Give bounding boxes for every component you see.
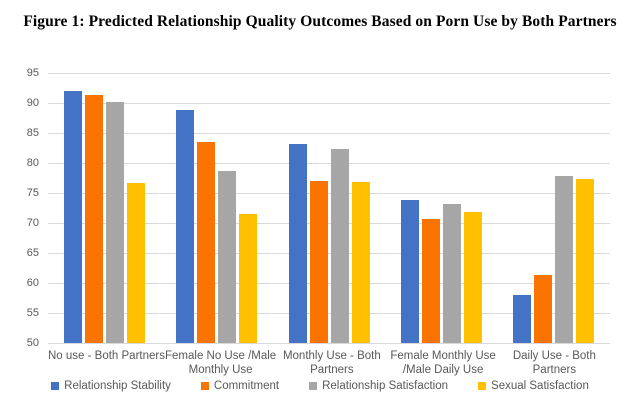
legend-label: Sexual Satisfaction bbox=[491, 380, 589, 392]
legend: Relationship Stability Commitment Relation… bbox=[0, 380, 640, 392]
legend-swatch-icon bbox=[51, 382, 60, 390]
x-tick-line: Female No Use /Male bbox=[165, 350, 277, 362]
legend-label: Relationship Stability bbox=[64, 380, 171, 392]
gridline-95 bbox=[48, 73, 610, 74]
y-axis: 50 55 60 65 70 75 80 85 90 95 bbox=[0, 67, 44, 349]
x-tick-label: Monthly Use - Both Partners bbox=[276, 349, 387, 377]
chart-title: Figure 1: Predicted Relationship Quality… bbox=[23, 13, 617, 30]
gridline-80 bbox=[48, 163, 610, 164]
x-tick-line: Partners bbox=[532, 364, 577, 376]
bar-group bbox=[160, 73, 272, 343]
x-tick-label: Female Monthly Use/Male Daily Use bbox=[387, 349, 498, 377]
x-tick-line: Monthly Use - Both bbox=[282, 350, 381, 362]
legend-swatch-icon bbox=[200, 382, 209, 390]
bar bbox=[351, 181, 370, 343]
gridline-55 bbox=[48, 313, 610, 314]
x-tick-line: No use - Both Partners bbox=[48, 350, 165, 362]
bar bbox=[421, 219, 440, 343]
bar bbox=[400, 199, 419, 343]
bar bbox=[63, 91, 82, 343]
gridline-85 bbox=[48, 133, 610, 134]
x-tick-label: No use - Both Partners bbox=[48, 349, 165, 377]
bar bbox=[534, 275, 553, 343]
bar-group bbox=[385, 73, 497, 343]
y-tick-label-75: 75 bbox=[26, 187, 39, 199]
y-tick-label-80: 80 bbox=[26, 157, 39, 169]
gridline-50 bbox=[48, 343, 610, 344]
y-tick-label-65: 65 bbox=[26, 247, 39, 259]
x-tick-label: Daily Use - Both Partners bbox=[499, 349, 610, 377]
x-tick-line: Monthly Use bbox=[188, 364, 253, 376]
gridline-65 bbox=[48, 253, 610, 254]
x-axis: No use - Both Partners Female No Use /Mal… bbox=[48, 349, 610, 377]
y-tick-label-60: 60 bbox=[26, 277, 39, 289]
bar bbox=[442, 203, 461, 343]
legend-label: Relationship Satisfaction bbox=[322, 380, 449, 392]
gridline-90 bbox=[48, 103, 610, 104]
bar-group bbox=[48, 73, 160, 343]
x-tick-label: Female No Use /Male Monthly Use bbox=[165, 349, 276, 377]
bar-groups bbox=[48, 73, 610, 343]
x-tick-line: Partners bbox=[310, 364, 354, 376]
bar bbox=[513, 295, 532, 343]
legend-item: Commitment bbox=[200, 380, 280, 392]
gridline-70 bbox=[48, 223, 610, 224]
bar bbox=[309, 181, 328, 343]
legend-swatch-icon bbox=[309, 382, 318, 390]
bar bbox=[239, 214, 258, 343]
legend-item: Relationship Satisfaction bbox=[309, 380, 448, 392]
y-tick-label-50: 50 bbox=[26, 337, 39, 349]
y-tick-label-90: 90 bbox=[26, 97, 39, 109]
legend-item: Relationship Stability bbox=[51, 380, 171, 392]
legend-label: Commitment bbox=[213, 380, 280, 392]
legend-item: Sexual Satisfaction bbox=[478, 380, 589, 392]
bar bbox=[105, 101, 124, 343]
y-tick-label-85: 85 bbox=[26, 127, 39, 139]
plot-area bbox=[48, 73, 610, 344]
bar bbox=[330, 148, 349, 343]
bar bbox=[555, 175, 574, 343]
bar bbox=[126, 182, 145, 343]
y-tick-label-70: 70 bbox=[26, 217, 39, 229]
gridline-75 bbox=[48, 193, 610, 194]
x-tick-line: Daily Use - Both bbox=[512, 350, 596, 362]
bar bbox=[197, 142, 216, 343]
bar bbox=[576, 179, 595, 343]
y-tick-label-95: 95 bbox=[26, 67, 39, 79]
bar-group bbox=[273, 73, 385, 343]
x-tick-line: Female Monthly Use bbox=[390, 350, 496, 362]
bar bbox=[84, 95, 103, 343]
x-tick-line: /Male Daily Use bbox=[402, 364, 484, 376]
bar-group bbox=[498, 73, 610, 343]
bar bbox=[463, 212, 482, 343]
bar bbox=[218, 171, 237, 343]
y-tick-label-55: 55 bbox=[26, 307, 39, 319]
bar bbox=[176, 109, 195, 343]
gridline-60 bbox=[48, 283, 610, 284]
legend-swatch-icon bbox=[478, 382, 487, 390]
bar bbox=[288, 143, 307, 343]
